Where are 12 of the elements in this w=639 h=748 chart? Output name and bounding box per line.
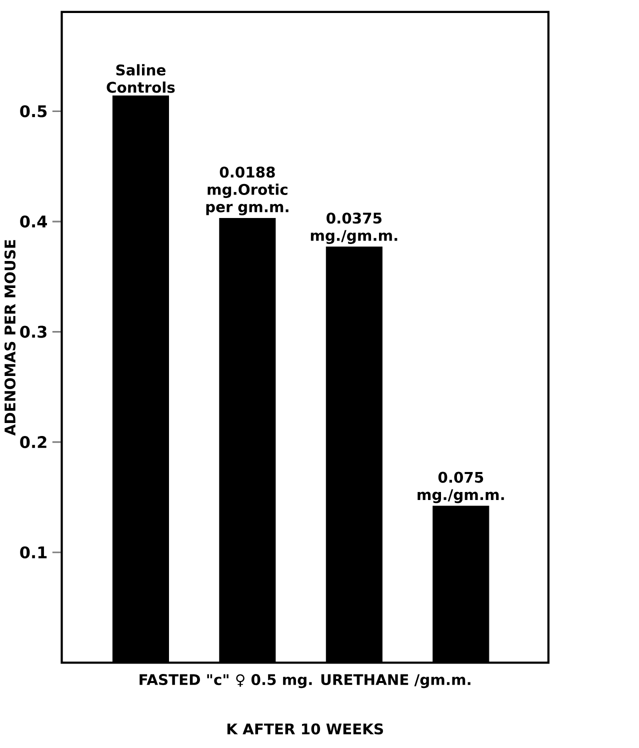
y-tick-label: 0.4 bbox=[20, 215, 47, 228]
x-tick-label: 0.0188 mg.Orotic per gm.m. bbox=[206, 166, 288, 216]
y-tick-label: 0.2 bbox=[20, 436, 46, 448]
y-axis-title: ADENOMAS PER MOUSE bbox=[4, 240, 16, 436]
x-tick-label: 0.075 mg./gm.m. bbox=[417, 472, 504, 504]
y-tick-label: 0.5 bbox=[20, 105, 46, 118]
y-tick-label: 0.1 bbox=[20, 546, 46, 558]
text: K AFTER 10 WEEKS bbox=[227, 723, 383, 734]
x-axis-title: FASTED "c" ♀ 0.5 mg. URETHANE /gm.m. bbox=[139, 674, 470, 688]
x-tick-label: 0.0375 mg./gm.m. bbox=[310, 212, 397, 244]
x-tick-label: Saline Controls bbox=[106, 64, 175, 93]
y-tick-label: 0.3 bbox=[20, 326, 46, 338]
